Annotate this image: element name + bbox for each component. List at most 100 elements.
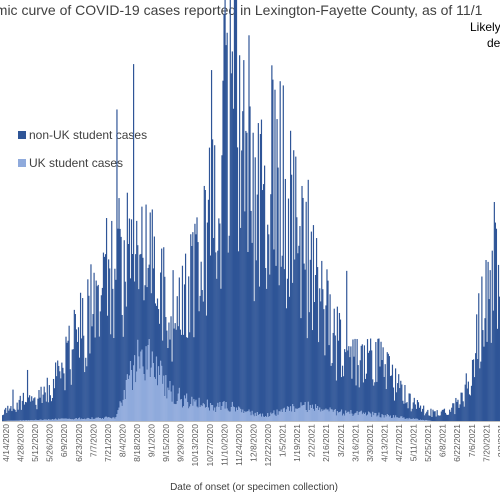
bar-uk-2021-01-08 — [281, 412, 283, 421]
bar-uk-2020-09-27 — [174, 404, 176, 421]
x-tick-label: 3/2/2021 — [336, 424, 346, 457]
bar-uk-2020-07-11 — [93, 419, 95, 421]
bar-non-uk-2020-10-13 — [191, 245, 193, 397]
bar-uk-2020-05-02 — [20, 420, 22, 421]
bar-uk-2020-12-30 — [272, 412, 274, 421]
legend-swatch-uk — [18, 159, 26, 167]
bar-non-uk-2021-04-05 — [372, 379, 374, 412]
bar-non-uk-2021-04-28 — [396, 392, 398, 418]
bar-uk-2021-05-07 — [405, 419, 407, 421]
bar-uk-2020-05-05 — [23, 420, 26, 421]
bar-non-uk-2020-09-27 — [174, 323, 176, 405]
bar-uk-2020-10-22 — [200, 405, 202, 421]
bar-uk-2020-10-13 — [191, 396, 193, 421]
bar-uk-2021-04-17 — [384, 415, 386, 421]
bar-uk-2020-10-27 — [205, 407, 207, 421]
bar-non-uk-2021-07-14 — [476, 314, 478, 421]
bar-uk-2021-03-16 — [351, 413, 353, 421]
bar-uk-2021-05-06 — [404, 418, 406, 421]
bar-non-uk-2020-11-22 — [232, 108, 234, 407]
x-tick-label: 11/10/2020 — [219, 424, 229, 466]
bar-uk-2020-06-08 — [59, 419, 61, 421]
bar-uk-2020-11-27 — [238, 406, 240, 421]
bar-uk-2020-07-08 — [90, 419, 92, 421]
bar-uk-2020-11-06 — [216, 406, 218, 421]
bar-non-uk-2021-03-14 — [349, 357, 351, 414]
bar-uk-2021-02-18 — [324, 409, 326, 421]
bar-uk-2020-09-13 — [160, 360, 162, 421]
bar-uk-2021-02-10 — [315, 408, 318, 421]
bar-non-uk-2020-05-26 — [45, 401, 47, 420]
bar-non-uk-2021-07-21 — [483, 346, 485, 421]
bar-non-uk-2020-11-01 — [210, 70, 213, 405]
bar-non-uk-2020-08-13 — [127, 244, 129, 380]
bar-non-uk-2021-04-22 — [389, 376, 391, 416]
bar-uk-2021-01-20 — [294, 412, 296, 421]
bar-uk-2020-09-15 — [162, 383, 164, 421]
bar-non-uk-2021-01-21 — [295, 156, 297, 409]
bar-non-uk-2020-11-28 — [239, 55, 241, 408]
bar-uk-2021-01-03 — [276, 409, 278, 421]
bar-uk-2021-03-15 — [350, 410, 352, 421]
bar-non-uk-2020-07-16 — [98, 336, 100, 419]
bar-non-uk-2020-09-14 — [161, 248, 163, 366]
bar-uk-2020-10-29 — [207, 407, 210, 421]
bar-non-uk-2021-06-09 — [439, 415, 441, 421]
bar-non-uk-2021-02-02 — [307, 179, 309, 402]
bar-uk-2020-12-04 — [245, 412, 247, 421]
bar-non-uk-2020-06-21 — [72, 349, 74, 420]
bar-uk-2020-06-26 — [77, 418, 80, 421]
bar-non-uk-2020-10-09 — [187, 337, 189, 403]
bar-uk-2020-08-22 — [137, 339, 139, 421]
bar-non-uk-2020-11-03 — [213, 237, 215, 411]
bar-non-uk-2020-09-12 — [158, 323, 161, 376]
bar-non-uk-2020-08-18 — [133, 64, 135, 366]
x-tick-label: 8/4/2020 — [117, 424, 127, 457]
bar-non-uk-2021-03-08 — [343, 376, 345, 414]
bar-uk-2020-09-09 — [155, 356, 158, 421]
bar-uk-2021-03-08 — [343, 413, 345, 421]
bar-uk-2020-12-18 — [259, 413, 262, 421]
bar-non-uk-2020-05-08 — [26, 369, 29, 421]
bar-non-uk-2020-06-16 — [67, 340, 69, 420]
bar-non-uk-2020-07-23 — [105, 218, 108, 417]
bar-uk-2020-09-18 — [165, 375, 167, 421]
bar-non-uk-2020-09-07 — [153, 236, 155, 378]
bar-uk-2020-06-22 — [73, 419, 75, 421]
bar-non-uk-2020-09-29 — [176, 296, 178, 402]
bar-uk-2020-10-20 — [198, 397, 200, 421]
bar-uk-2020-10-25 — [203, 404, 205, 421]
bar-non-uk-2021-07-31 — [493, 202, 495, 421]
bar-uk-2020-05-30 — [49, 419, 52, 421]
bar-uk-2020-05-20 — [39, 419, 41, 421]
x-tick-label: 5/11/2021 — [409, 424, 419, 461]
bar-non-uk-2021-01-25 — [299, 226, 301, 408]
bar-non-uk-2021-02-14 — [320, 301, 322, 412]
x-tick-label: 4/27/2021 — [394, 424, 404, 462]
bar-non-uk-2020-04-28 — [16, 402, 18, 421]
bar-non-uk-2021-06-28 — [459, 404, 461, 421]
bar-non-uk-2020-08-29 — [144, 285, 146, 381]
bar-uk-2020-08-05 — [119, 401, 121, 421]
bar-uk-2021-04-29 — [397, 417, 399, 421]
bar-non-uk-2020-04-30 — [18, 399, 20, 421]
bar-uk-2020-09-08 — [154, 378, 157, 421]
bar-uk-2021-04-18 — [385, 416, 387, 421]
bar-uk-2021-02-16 — [322, 410, 324, 421]
bar-non-uk-2021-04-18 — [385, 389, 387, 417]
bar-non-uk-2020-11-19 — [229, 0, 231, 412]
bar-non-uk-2021-03-11 — [346, 270, 348, 414]
bar-non-uk-2020-09-21 — [168, 322, 170, 391]
bar-non-uk-2021-05-21 — [419, 405, 422, 420]
bar-non-uk-2020-05-23 — [42, 394, 44, 421]
bar-uk-2020-08-06 — [120, 402, 122, 421]
bar-non-uk-2021-02-17 — [323, 309, 325, 410]
bar-non-uk-2020-06-27 — [78, 357, 81, 418]
bar-uk-2020-09-19 — [166, 398, 168, 421]
bar-non-uk-2020-11-13 — [223, 14, 225, 402]
bar-uk-2020-12-14 — [255, 416, 257, 421]
bar-uk-2021-05-24 — [423, 420, 425, 421]
bar-uk-2021-02-24 — [330, 409, 332, 421]
bar-non-uk-2021-06-23 — [454, 414, 456, 421]
bar-non-uk-2020-08-31 — [146, 287, 148, 370]
